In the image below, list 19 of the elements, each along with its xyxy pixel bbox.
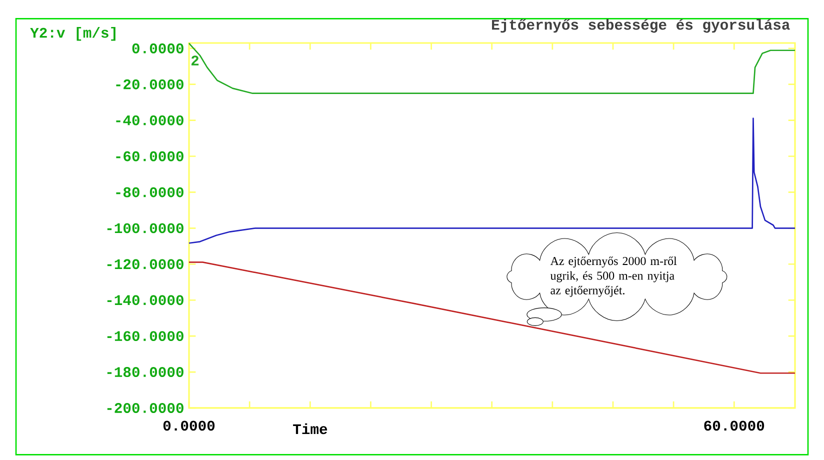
series-label: 2	[191, 56, 199, 66]
y-tick-label: -20.0000	[116, 79, 184, 90]
y-tick-label: 0.0000	[132, 43, 184, 54]
line-series	[188, 118, 796, 244]
y-tick-label: -100.0000	[107, 223, 184, 234]
y-tick-label: -180.0000	[107, 367, 184, 378]
y-tick-label: -40.0000	[116, 115, 184, 126]
annotation: Az ejtőernyős 2000 m-ről ugrik, és 500 m-en nyitja az ejtőernyőjét.	[550, 256, 677, 297]
y-tick-label: -160.0000	[107, 331, 184, 342]
y-tick-label: -60.0000	[116, 151, 184, 162]
x-axis-title: Time	[293, 423, 328, 434]
y-tick-label: -140.0000	[107, 295, 184, 306]
y-tick-label: -120.0000	[107, 259, 184, 270]
x-tick-label: 60.0000	[704, 420, 764, 431]
y-tick-label: -80.0000	[116, 187, 184, 198]
y-tick-label: -200.0000	[107, 403, 184, 413]
line-series	[188, 42, 796, 94]
y-axis-title: Y2:v [m/s]	[30, 27, 116, 41]
chart-title: Ejtőernyős sebessége és gyorsulása	[492, 19, 790, 33]
